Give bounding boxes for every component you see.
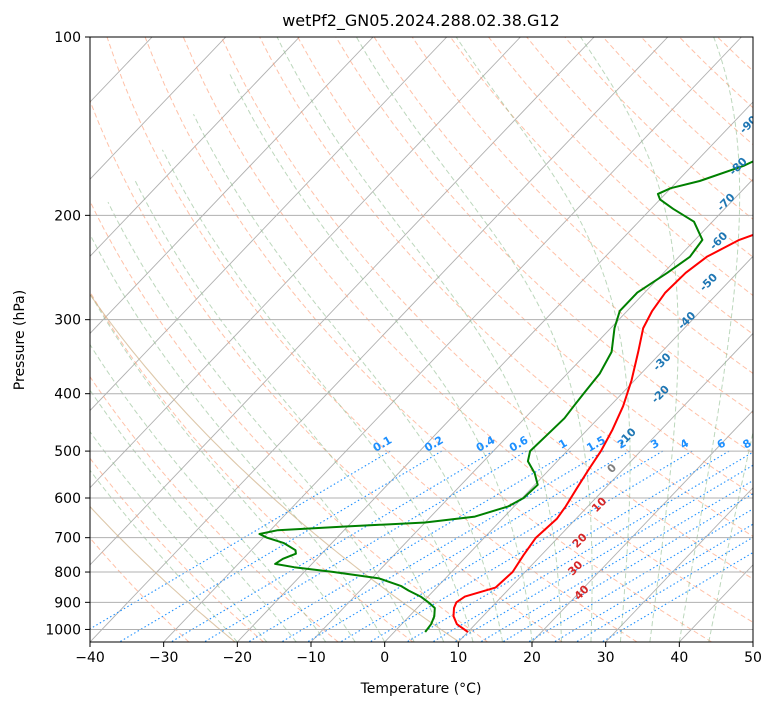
mixing-ratio-line xyxy=(203,450,527,642)
mixing-ratio-line xyxy=(170,450,494,642)
chart-title: wetPf2_GN05.2024.288.02.38.G12 xyxy=(282,11,560,31)
x-tick-label: 0 xyxy=(380,650,389,666)
mixing-ratio-line xyxy=(406,450,730,642)
moist-adiabat-line xyxy=(228,72,533,642)
dry-adiabat-line xyxy=(373,37,753,414)
x-tick-label: −30 xyxy=(149,650,179,666)
moist-adiabat-line xyxy=(355,37,593,642)
mixing-ratio-line xyxy=(369,450,693,642)
y-tick-label: 700 xyxy=(54,531,81,547)
isentrope-line xyxy=(90,293,460,642)
temperature-line xyxy=(452,233,753,633)
y-tick-label: 100 xyxy=(54,30,81,46)
isotherm-line xyxy=(90,37,300,257)
moist-adiabat-line xyxy=(107,201,415,642)
y-axis: 100 200 300 400 500 600 700 800 900 1000 xyxy=(45,30,90,638)
dry-adiabat-line xyxy=(182,37,753,623)
dry-adiabat-line xyxy=(90,200,488,642)
reference-lines xyxy=(90,37,753,642)
mixing-ratio-line xyxy=(480,479,753,642)
y-tick-label: 400 xyxy=(54,387,81,403)
mixing-ratio-line xyxy=(454,464,753,642)
dry-adiabat-line xyxy=(90,457,264,642)
dry-adiabat-line xyxy=(488,37,753,297)
mixing-ratio-line xyxy=(528,508,753,642)
mixing-ratio-line xyxy=(307,450,630,642)
mixing-ratio-line xyxy=(601,551,753,642)
moist-adiabat-line xyxy=(134,180,445,642)
plot-frame xyxy=(89,36,754,643)
dry-adiabat-line xyxy=(259,37,753,537)
isotherm-line xyxy=(90,37,374,335)
isotherm-line xyxy=(237,101,753,642)
x-tick-label: −10 xyxy=(296,650,326,666)
x-tick-label: 30 xyxy=(597,650,615,666)
isotherm-line xyxy=(163,37,742,642)
y-tick-label: 200 xyxy=(54,208,81,224)
x-tick-label: −20 xyxy=(223,650,253,666)
dry-adiabat-line xyxy=(144,37,712,642)
isotherm-line xyxy=(90,37,227,180)
x-tick-label: 10 xyxy=(449,650,467,666)
dewpoint-line xyxy=(258,160,753,633)
mixing-ratio-line xyxy=(248,450,571,642)
y-tick-label: 300 xyxy=(54,313,81,329)
x-tick-label: 20 xyxy=(523,650,541,666)
mixing-ratio-line xyxy=(502,492,753,642)
moist-adiabat-line xyxy=(90,389,297,642)
mixing-ratio-line xyxy=(432,451,753,642)
moist-adiabat-line xyxy=(455,37,631,642)
y-tick-label: 600 xyxy=(54,491,81,507)
y-tick-label: 1000 xyxy=(45,622,81,638)
mixing-ratio-line xyxy=(553,523,753,642)
x-axis-label: Temperature (°C) xyxy=(360,681,482,697)
x-tick-label: 50 xyxy=(744,650,762,666)
mixing-ratio-line xyxy=(575,536,753,642)
isotherm-line xyxy=(384,255,753,642)
isotherm-line xyxy=(90,37,521,489)
sounding-series xyxy=(258,160,753,633)
isotherm-line xyxy=(310,178,753,642)
moist-adiabat-line xyxy=(678,37,741,642)
y-tick-label: 800 xyxy=(54,565,81,581)
isotherm-line xyxy=(458,332,753,642)
dry-adiabat-line xyxy=(449,37,753,335)
dry-adiabat-line xyxy=(90,375,339,642)
moist-adiabat-line xyxy=(90,292,356,642)
mixing-ratio-line xyxy=(340,450,664,642)
moist-adiabat-line xyxy=(90,469,238,642)
pressure-gridlines xyxy=(90,37,753,630)
dry-adiabat-line xyxy=(220,37,753,580)
isotherm-line xyxy=(90,37,448,412)
mixing-ratio-line xyxy=(90,450,391,630)
isotherm-line xyxy=(90,37,595,566)
dry-adiabat-line xyxy=(106,37,638,642)
moist-adiabat-line xyxy=(90,343,327,642)
isotherm-line xyxy=(531,409,753,642)
y-tick-label: 900 xyxy=(54,595,81,611)
isotherm-line xyxy=(605,487,753,642)
mixing-ratio-line xyxy=(119,450,443,642)
moist-adiabat-line xyxy=(193,113,503,642)
dry-adiabat-line xyxy=(90,290,414,642)
isotherm-line xyxy=(90,37,669,642)
x-tick-label: −40 xyxy=(75,650,105,666)
moist-adiabat-line xyxy=(708,430,753,642)
moist-adiabat-line xyxy=(90,430,268,642)
x-axis: −40 −30 −20 −10 0 10 20 30 40 50 xyxy=(75,642,762,666)
mixing-ratio-line xyxy=(281,450,605,642)
y-tick-label: 500 xyxy=(54,444,81,460)
dry-adiabat-line xyxy=(297,37,753,496)
y-axis-label: Pressure (hPa) xyxy=(12,290,28,390)
moist-adiabat-line xyxy=(276,37,562,642)
dry-adiabat-line xyxy=(90,537,190,642)
isentrope-line xyxy=(90,505,236,642)
x-tick-label: 40 xyxy=(670,650,688,666)
